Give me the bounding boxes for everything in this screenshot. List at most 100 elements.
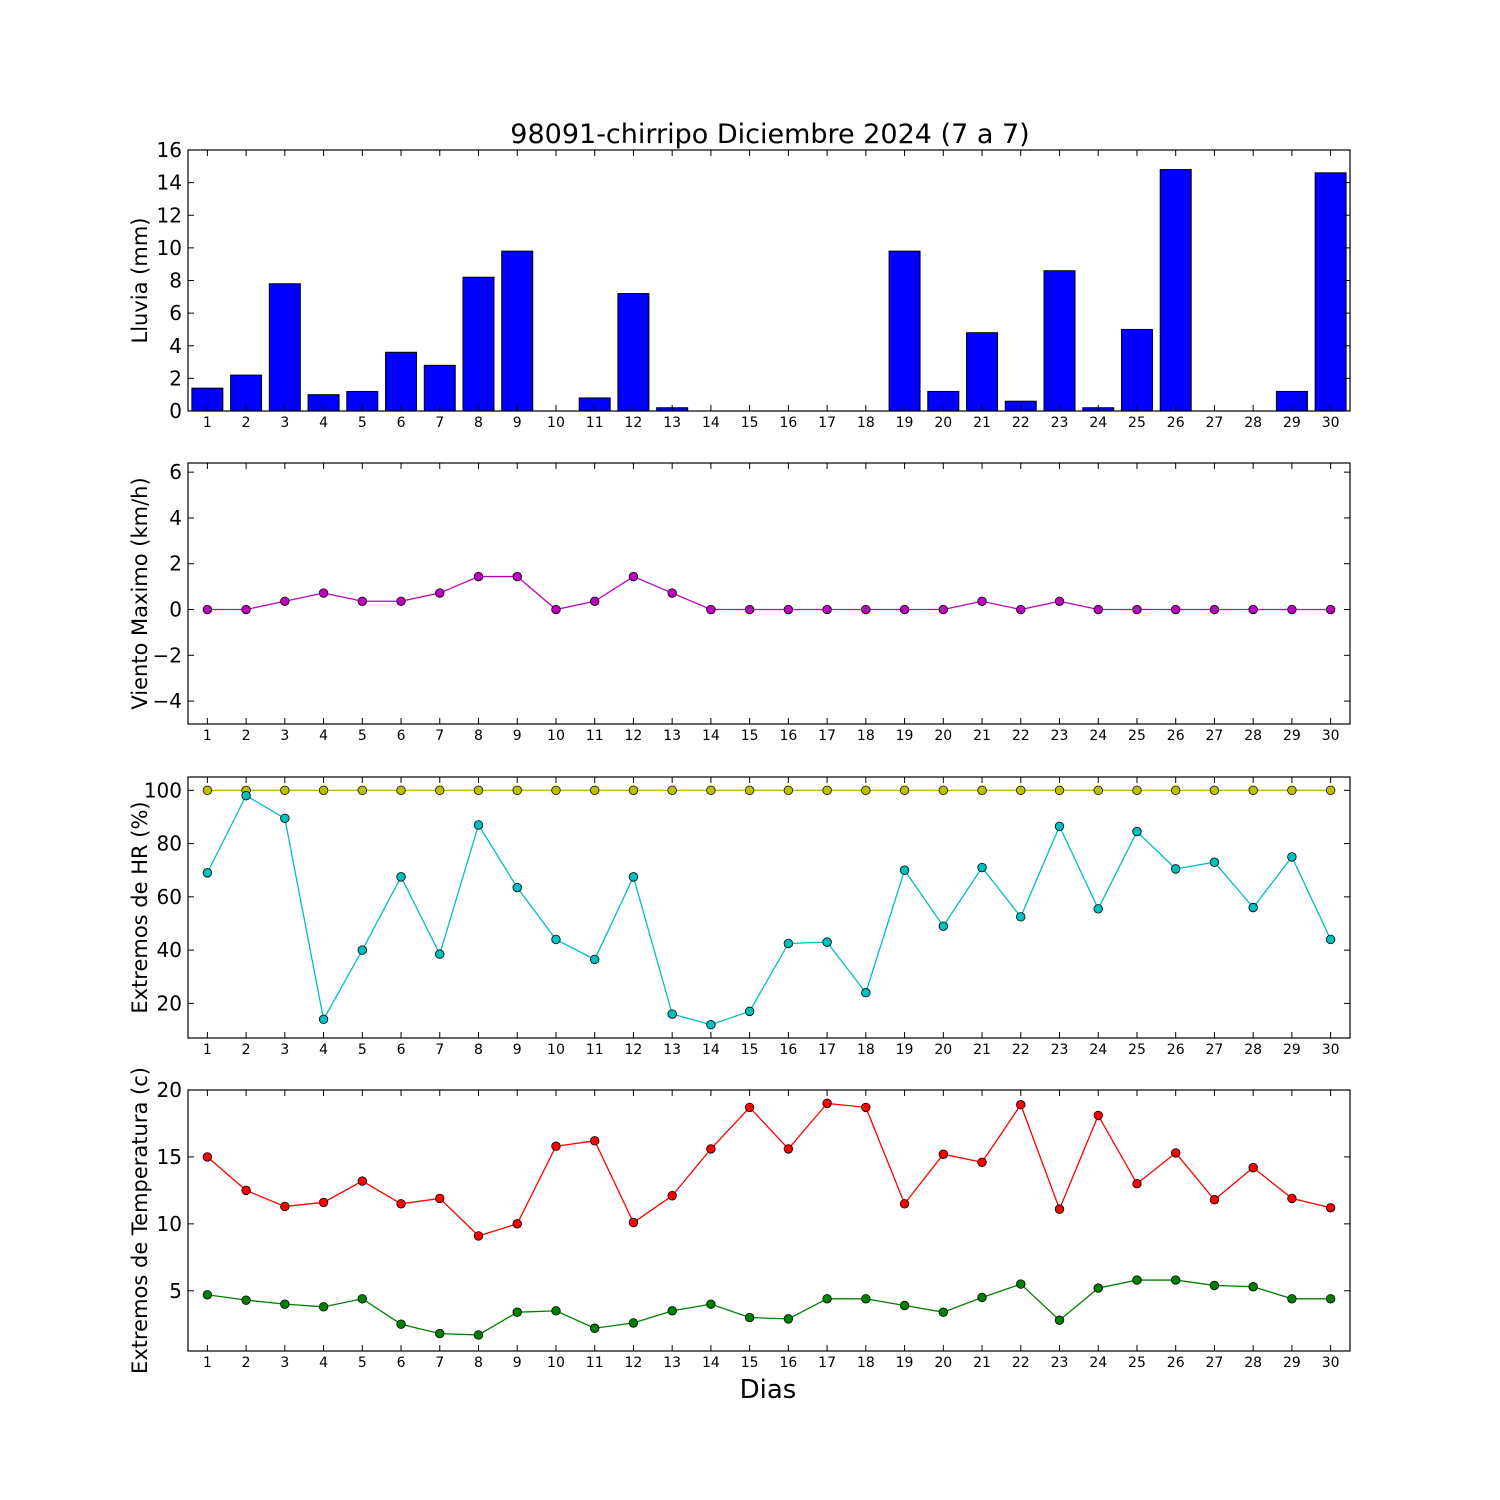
rain-xtick-label-20: 20 [934, 415, 952, 431]
humidity-series-2-point-day-30 [1325, 934, 1336, 945]
temperature-series-2-point-day-8 [473, 1330, 484, 1340]
humidity-series-1-point-day-4 [318, 785, 329, 796]
temperature-series-2-point-day-15 [744, 1312, 755, 1323]
temperature-series-1-point-day-5 [357, 1176, 368, 1186]
temperature-xtick-label-2: 2 [242, 1355, 251, 1371]
humidity-series-2-point-day-14 [706, 1019, 716, 1030]
humidity-series-2-point-day-5 [357, 945, 368, 955]
humidity-series-1-point-day-9 [512, 785, 522, 796]
rain-ytick-label-0: 0 [169, 399, 182, 423]
humidity-series-1-point-day-14 [706, 785, 716, 796]
rain-xtick-label-8: 8 [474, 415, 483, 431]
humidity-series-2-point-day-13 [667, 1009, 677, 1019]
temperature-series-2-point-day-9 [512, 1307, 522, 1317]
wind-ytick-label-2: 0 [169, 598, 182, 622]
humidity-series-1-point-day-17 [822, 785, 832, 796]
temperature-series-1-point-day-8 [473, 1231, 484, 1241]
wind-xtick-label-26: 26 [1167, 728, 1185, 744]
temperature-series-2-point-day-7 [435, 1328, 445, 1339]
temperature-series-1-point-day-29 [1287, 1193, 1297, 1204]
rain-xtick-label-3: 3 [280, 415, 289, 431]
temperature-xtick-label-5: 5 [358, 1355, 367, 1371]
temperature-series-2-point-day-4 [318, 1302, 329, 1312]
humidity-series-2-point-day-17 [822, 937, 832, 947]
temperature-xtick-label-7: 7 [435, 1355, 444, 1371]
rain-xtick-label-7: 7 [435, 415, 444, 431]
temperature-xtick-label-20: 20 [934, 1355, 952, 1371]
humidity-xtick-label-25: 25 [1128, 1042, 1146, 1058]
temperature-series-2-point-day-21 [977, 1292, 987, 1303]
humidity-series-2-point-day-16 [783, 938, 794, 949]
temperature-series-2-point-day-12 [628, 1318, 639, 1328]
humidity-xtick-label-7: 7 [435, 1042, 444, 1058]
temperature-xtick-label-29: 29 [1283, 1355, 1301, 1371]
wind-ytick-label-4: 4 [169, 506, 182, 530]
temperature-series-2-point-day-17 [822, 1294, 832, 1304]
humidity-xtick-label-23: 23 [1051, 1042, 1069, 1058]
humidity-series-1-point-day-12 [628, 785, 639, 796]
temperature-xtick-label-8: 8 [474, 1355, 483, 1371]
humidity-xtick-label-11: 11 [586, 1042, 604, 1058]
rain-xtick-label-26: 26 [1167, 415, 1185, 431]
rain-xtick-label-6: 6 [397, 415, 406, 431]
temperature-xtick-label-28: 28 [1244, 1355, 1262, 1371]
rain-xtick-label-29: 29 [1283, 415, 1301, 431]
wind-series-1-point-day-1 [202, 604, 213, 615]
temperature-series-2-point-day-14 [706, 1299, 716, 1309]
temperature-series-1-point-day-25 [1132, 1178, 1142, 1189]
temperature-series-1-point-day-18 [861, 1102, 871, 1113]
rain-xtick-label-13: 13 [663, 415, 681, 431]
temperature-series-2-point-day-5 [357, 1294, 368, 1304]
temperature-xtick-label-24: 24 [1089, 1355, 1107, 1371]
humidity-series-1-point-day-28 [1248, 785, 1258, 796]
rain-xtick-label-18: 18 [857, 415, 875, 431]
temperature-series-1-point-day-1 [202, 1152, 213, 1162]
rain-xtick-label-1: 1 [203, 415, 212, 431]
wind-ytick-label-5: 6 [169, 460, 182, 484]
humidity-series-1-point-day-23 [1054, 785, 1065, 796]
wind-series-1-point-day-4 [318, 588, 329, 598]
humidity-series-1-point-day-13 [667, 785, 677, 796]
rain-bar-day-3 [268, 283, 301, 412]
wind-ytick-label-3: 2 [169, 552, 182, 576]
humidity-xtick-label-8: 8 [474, 1042, 483, 1058]
humidity-xtick-label-13: 13 [663, 1042, 681, 1058]
humidity-series-2-point-day-8 [473, 820, 484, 830]
wind-xtick-label-19: 19 [896, 728, 914, 744]
temperature-xtick-label-6: 6 [397, 1355, 406, 1371]
temperature-series-1-point-day-9 [512, 1219, 522, 1229]
humidity-ytick-label-0: 20 [157, 991, 182, 1015]
rain-xtick-label-10: 10 [547, 415, 565, 431]
rain-bar-day-30 [1314, 172, 1347, 412]
temperature-series-1-point-day-13 [667, 1191, 677, 1201]
humidity-series-1-point-day-1 [202, 785, 213, 796]
humidity-xtick-label-30: 30 [1322, 1042, 1340, 1058]
humidity-series-2-point-day-20 [938, 921, 949, 931]
humidity-series-2-point-day-10 [551, 934, 561, 945]
temperature-xtick-label-4: 4 [319, 1355, 328, 1371]
temperature-series-1-point-day-4 [318, 1197, 329, 1208]
rain-bar-day-25 [1120, 328, 1153, 412]
wind-xtick-label-16: 16 [779, 728, 797, 744]
humidity-xtick-label-16: 16 [779, 1042, 797, 1058]
temperature-xtick-label-15: 15 [741, 1355, 759, 1371]
humidity-xtick-label-4: 4 [319, 1042, 328, 1058]
temperature-series-1-point-day-26 [1170, 1148, 1181, 1158]
rain-xtick-label-16: 16 [779, 415, 797, 431]
wind-xtick-label-12: 12 [625, 728, 643, 744]
temperature-series-1-point-day-12 [628, 1217, 639, 1228]
humidity-xtick-label-19: 19 [896, 1042, 914, 1058]
wind-series-1-point-day-17 [822, 604, 832, 615]
temperature-series-2-point-day-22 [1016, 1279, 1026, 1289]
temperature-xtick-label-21: 21 [973, 1355, 991, 1371]
humidity-xtick-label-24: 24 [1089, 1042, 1107, 1058]
humidity-series-1-point-day-20 [938, 785, 949, 796]
wind-xtick-label-9: 9 [513, 728, 522, 744]
temperature-xtick-label-25: 25 [1128, 1355, 1146, 1371]
humidity-xtick-label-17: 17 [818, 1042, 836, 1058]
humidity-series-2-point-day-11 [590, 954, 600, 965]
temperature-xtick-label-22: 22 [1012, 1355, 1030, 1371]
rain-xtick-label-23: 23 [1051, 415, 1069, 431]
temperature-series-2-point-day-23 [1054, 1315, 1065, 1325]
wind-xtick-label-8: 8 [474, 728, 483, 744]
